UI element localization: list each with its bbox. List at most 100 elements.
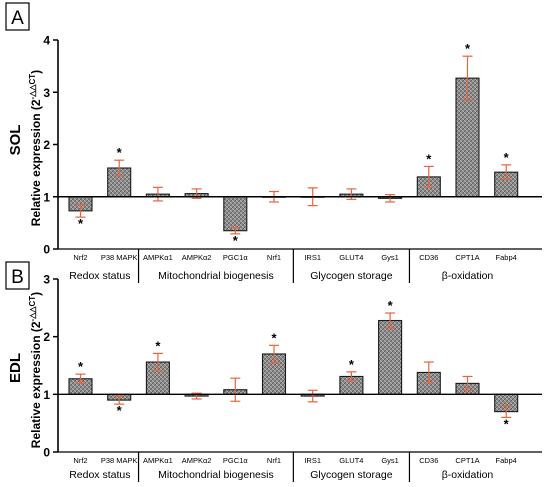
significance-star: *: [155, 338, 161, 353]
error-bar: [269, 344, 279, 364]
category-label: CD36: [419, 456, 438, 465]
category-label: Gys1: [381, 253, 399, 262]
error-bar: [423, 165, 434, 188]
category-label: PGC1α: [223, 253, 248, 262]
category-label: AMPKα2: [182, 456, 212, 465]
axes: [57, 279, 542, 453]
significance-star: *: [426, 151, 432, 166]
category-label: P38 MAPK: [101, 253, 138, 262]
significance-star: *: [78, 216, 84, 231]
error-bar: [462, 375, 473, 391]
category-label: GLUT4: [339, 253, 363, 262]
category-label: P38 MAPK: [101, 456, 138, 465]
error-bars: [75, 312, 512, 418]
category-labels: Nrf2 P38 MAPK AMPKα1 AMPKα2 PGC1α Nrf1 IRS1 GLU…: [73, 253, 516, 262]
error-bar: [230, 377, 241, 402]
category-label: IRS1: [304, 253, 321, 262]
significance-star: *: [504, 416, 510, 431]
category-label: AMPKα1: [143, 456, 173, 465]
category-label: Nrf2: [73, 253, 87, 262]
significance-star: *: [117, 403, 123, 418]
category-labels: Nrf2 P38 MAPK AMPKα1 AMPKα2 PGC1α Nrf1 IRS1 GLU…: [73, 456, 516, 465]
significance-markers: * * * * * * *: [78, 298, 510, 431]
significance-star: *: [465, 41, 471, 56]
group-label: β-oxidation: [442, 270, 494, 282]
y-tick-label: 4: [43, 34, 50, 48]
error-bar: [385, 194, 396, 203]
category-label: Fabp4: [496, 456, 517, 465]
y-tick-label: 0: [43, 243, 50, 257]
group-labels: Redox status Mitochondrial biogenesis Glyc…: [69, 452, 493, 482]
group-label: Glycogen storage: [310, 469, 392, 481]
significance-star: *: [233, 233, 239, 248]
category-label: GLUT4: [339, 456, 363, 465]
category-label: PGC1α: [223, 456, 248, 465]
significance-star: *: [78, 359, 84, 374]
category-label: Nrf1: [267, 253, 281, 262]
category-label: Nrf2: [73, 456, 87, 465]
y-tick-label: 1: [43, 190, 50, 204]
y-axis-label: Relative expression (2-△△CT): [28, 70, 43, 226]
y-axis-ticks: 0 1 2 3: [43, 273, 58, 460]
error-bar: [501, 405, 512, 418]
error-bar: [114, 159, 125, 177]
significance-star: *: [349, 357, 355, 372]
category-label: IRS1: [304, 456, 321, 465]
significance-star: *: [117, 145, 123, 160]
error-bars: [75, 55, 512, 235]
panel-letter-box: [5, 261, 30, 290]
y-tick-label: 1: [43, 388, 50, 402]
error-bar: [346, 188, 357, 200]
group-label: β-oxidation: [442, 469, 494, 481]
group-label: Glycogen storage: [310, 270, 392, 282]
group-label: Mitochondrial biogenesis: [158, 469, 274, 481]
error-bar: [75, 203, 86, 218]
y-axis-label: Relative expression (2-△△CT): [28, 292, 43, 448]
error-bar: [423, 361, 434, 384]
panel-b: B EDL Relative expression (2-△△CT) 0123 …: [5, 261, 542, 482]
y-tick-label: 3: [43, 273, 50, 287]
y-tick-label: 3: [43, 86, 50, 100]
significance-star: *: [271, 330, 277, 345]
error-bar: [346, 371, 357, 382]
panel-letter-box: [5, 2, 30, 31]
error-bar: [307, 389, 318, 403]
significance-markers: * * * * * *: [78, 41, 510, 248]
error-bar: [462, 55, 473, 101]
y-tick-label: 2: [43, 330, 50, 344]
error-bar: [501, 164, 512, 181]
category-label: CPT1A: [455, 456, 479, 465]
panel-a: A SOL Relative expression (2-△△CT) 0 1 2 3 4…: [5, 2, 542, 283]
category-label: AMPKα2: [182, 253, 212, 262]
significance-star: *: [504, 150, 510, 165]
y-tick-label: 2: [43, 138, 50, 152]
group-label: Redox status: [69, 270, 130, 282]
error-bar: [230, 226, 241, 235]
significance-star: *: [388, 298, 394, 313]
bar-gys1: [378, 319, 403, 395]
category-label: Nrf1: [267, 456, 281, 465]
bars: [68, 77, 519, 232]
category-label: CPT1A: [455, 253, 479, 262]
error-bar: [152, 352, 163, 372]
category-label: AMPKα1: [143, 253, 173, 262]
bars: [68, 319, 519, 413]
bar-pgc1-: [223, 196, 248, 232]
panel-letter: B: [11, 267, 24, 288]
y-axis-ticks: 0 1 2 3 4: [43, 34, 58, 257]
error-bar: [114, 395, 125, 405]
group-labels: Redox status Mitochondrial biogenesis Glyc…: [69, 249, 493, 283]
y-tick-label: 0: [43, 446, 50, 460]
panel-letter: A: [11, 8, 24, 29]
tissue-label: SOL: [7, 125, 24, 156]
category-label: Gys1: [381, 456, 399, 465]
error-bar: [75, 373, 86, 384]
group-label: Redox status: [69, 469, 130, 481]
error-bar: [152, 186, 163, 202]
tissue-label: EDL: [7, 353, 24, 383]
category-label: CD36: [419, 253, 438, 262]
error-bar: [385, 312, 396, 329]
group-label: Mitochondrial biogenesis: [158, 270, 274, 282]
category-label: Fabp4: [496, 253, 517, 262]
